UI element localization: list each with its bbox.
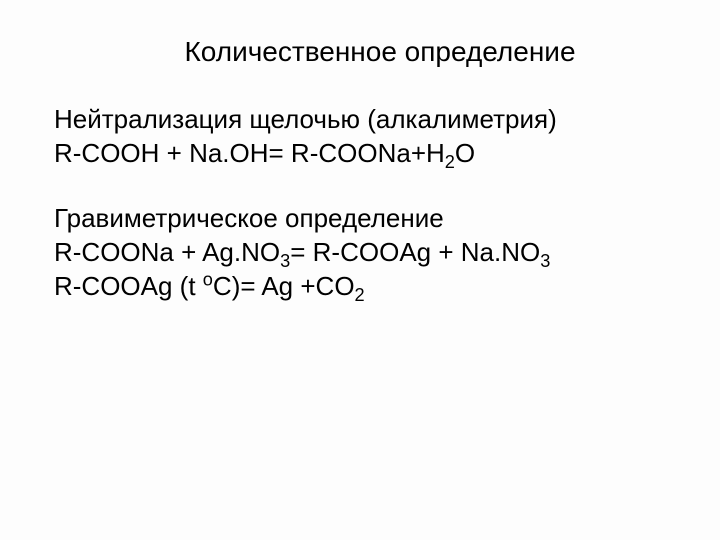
eq-text: R-COOAg (t xyxy=(54,271,203,301)
section2-equation1: R-COONa + Ag.NO3= R-COOAg + Na.NO3 xyxy=(54,235,666,269)
eq-text: R-COOH + Na.OH= R-COONa+H xyxy=(54,138,445,168)
eq-sup: o xyxy=(203,270,213,290)
eq-text: R-COONa + Ag.NO xyxy=(54,237,280,267)
section1-equation: R-COOH + Na.OH= R-COONa+H2O xyxy=(54,136,666,170)
slide: Количественное определение Нейтрализация… xyxy=(0,0,720,540)
slide-title: Количественное определение xyxy=(94,36,666,68)
eq-sub: 3 xyxy=(280,251,290,271)
section2-equation2: R-COOAg (t oC)= Ag +CO2 xyxy=(54,269,666,303)
eq-text: O xyxy=(455,138,475,168)
section2-heading: Гравиметрическое определение xyxy=(54,201,666,235)
eq-text: = R-COOAg + Na.NO xyxy=(290,237,540,267)
eq-sub: 2 xyxy=(445,153,455,173)
eq-sub: 3 xyxy=(540,251,550,271)
eq-sub: 2 xyxy=(355,285,365,305)
section1-heading: Нейтрализация щелочью (алкалиметрия) xyxy=(54,102,666,136)
spacer xyxy=(54,171,666,201)
eq-text: C)= Ag +CO xyxy=(213,271,355,301)
